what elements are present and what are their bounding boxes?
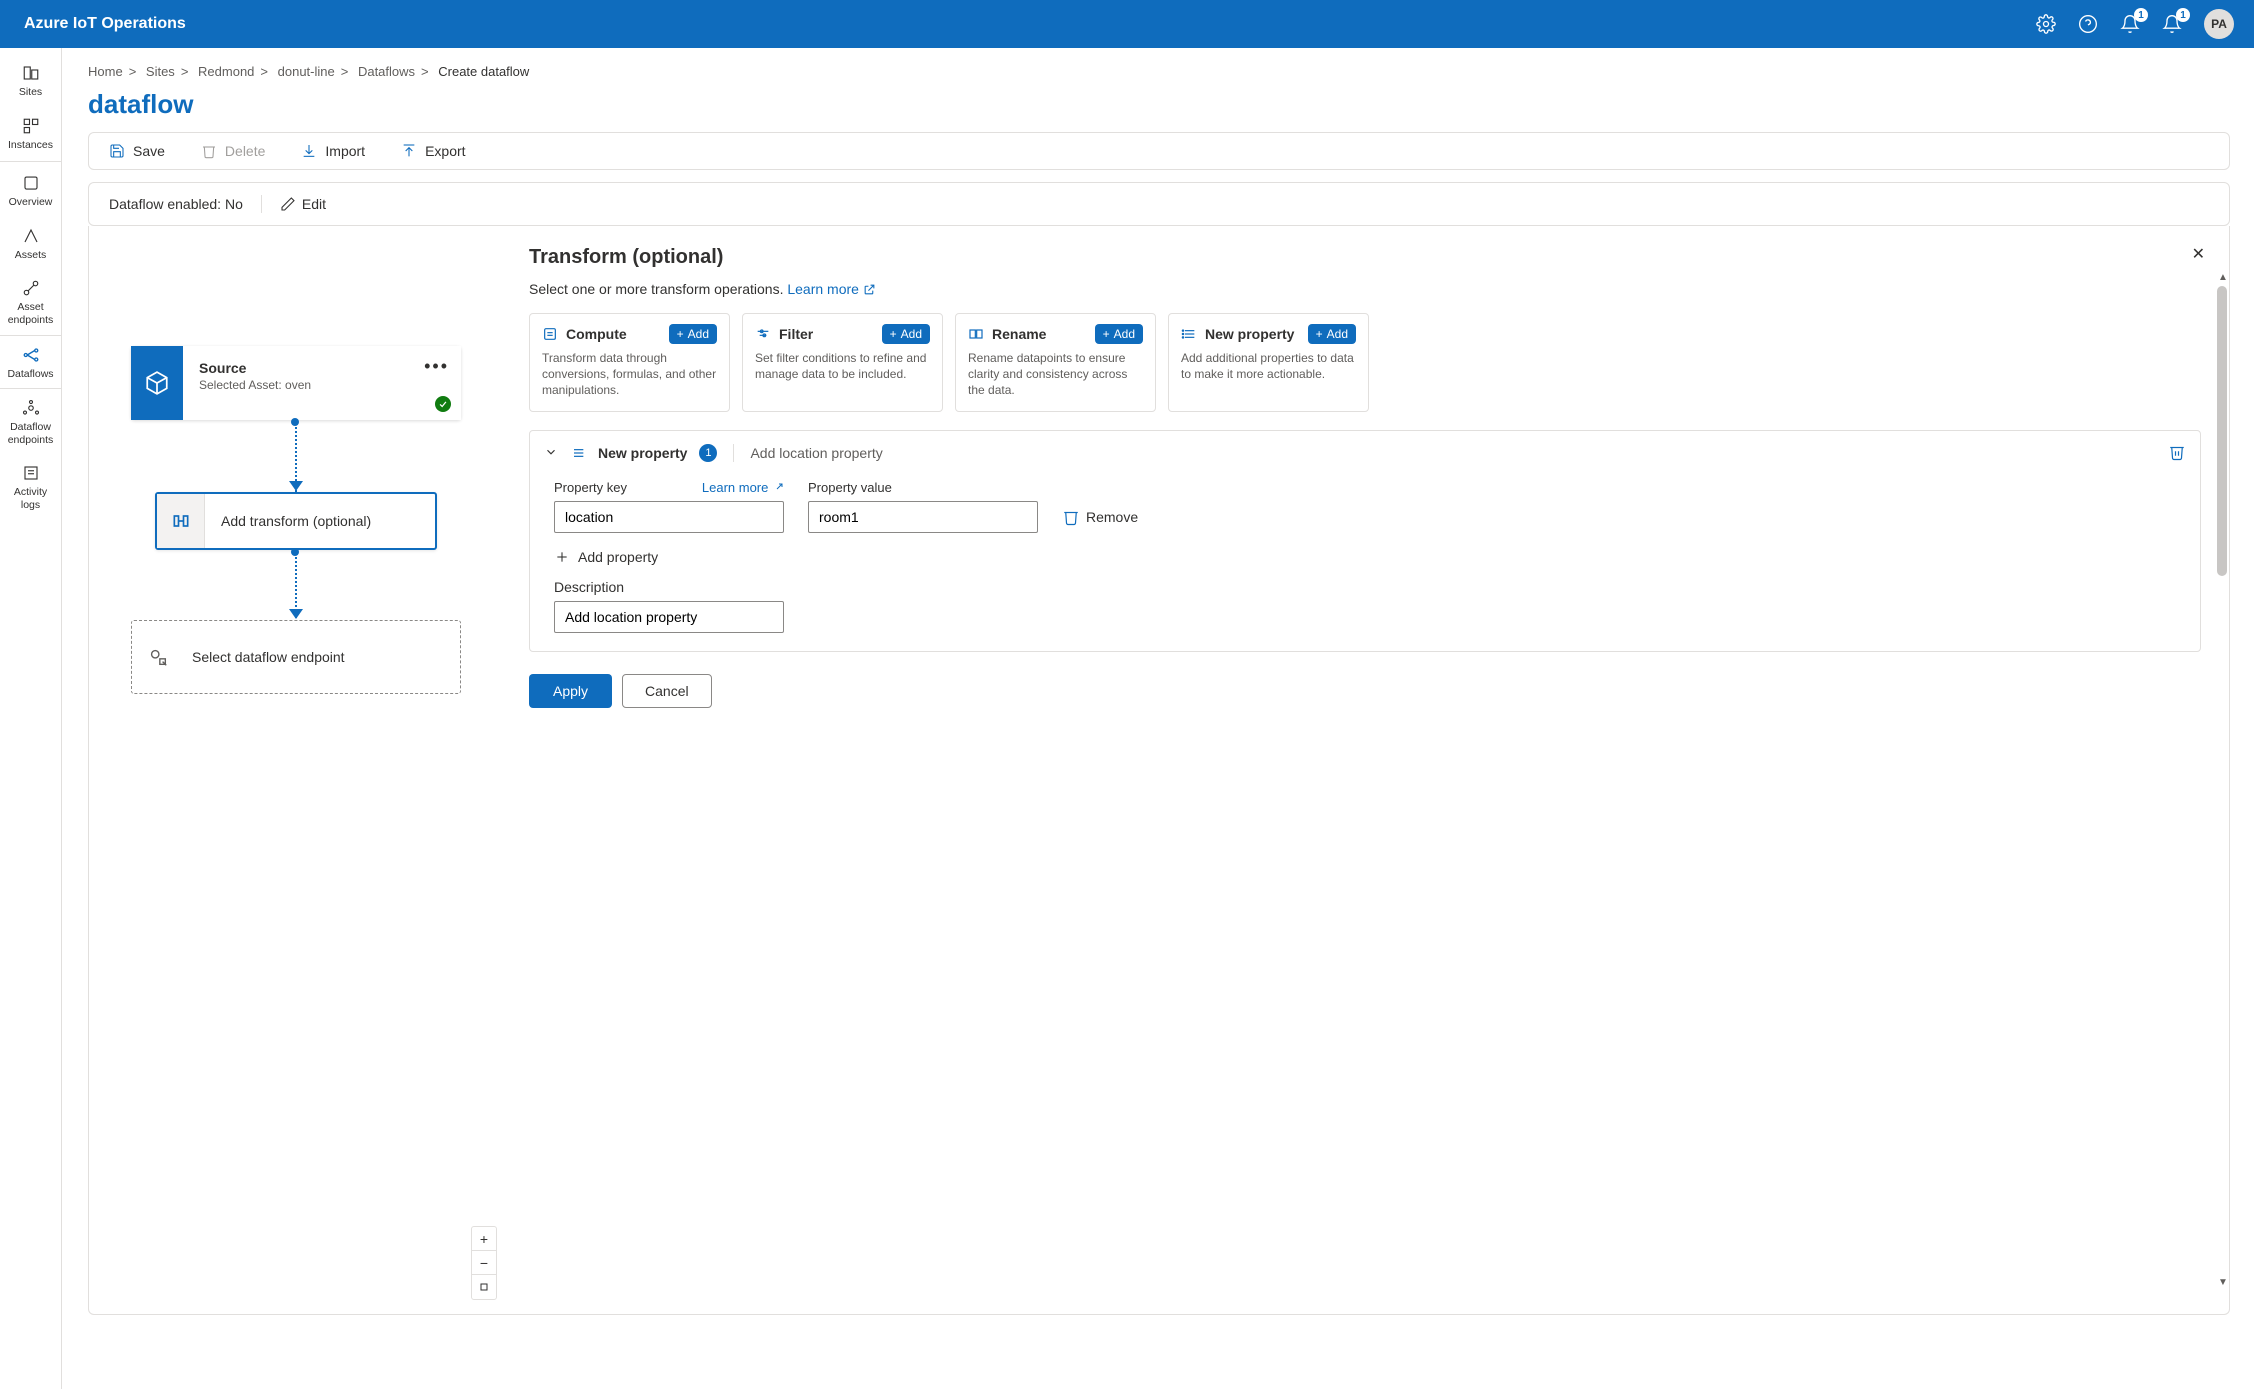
dataflow-enabled-label: Dataflow enabled: No <box>109 196 243 212</box>
crumb-home[interactable]: Home <box>88 64 123 79</box>
nav-overview[interactable]: Overview <box>0 164 61 217</box>
page-title: dataflow <box>88 89 2230 120</box>
edit-button[interactable]: Edit <box>280 196 326 212</box>
crumb-redmond[interactable]: Redmond <box>198 64 254 79</box>
nav-assets[interactable]: Assets <box>0 217 61 270</box>
add-property-button[interactable]: Add property <box>554 549 2176 565</box>
breadcrumb: Home> Sites> Redmond> donut-line> Datafl… <box>88 64 2230 79</box>
prop-key-label: Property key <box>554 480 627 495</box>
nav-dataflows[interactable]: Dataflows <box>0 335 61 390</box>
cancel-button[interactable]: Cancel <box>622 674 712 708</box>
property-section: New property 1 Add location property Pro… <box>529 430 2201 652</box>
add-filter-button[interactable]: + Add <box>882 324 930 344</box>
delete-button: Delete <box>201 143 265 159</box>
scrollbar-thumb[interactable] <box>2217 286 2227 576</box>
desc-label: Description <box>554 579 2176 595</box>
source-more-icon[interactable]: ••• <box>424 356 449 377</box>
transform-cards: Compute+ Add Transform data through conv… <box>529 313 2201 412</box>
import-button[interactable]: Import <box>301 143 365 159</box>
panel-close-icon[interactable]: ✕ <box>2192 244 2205 264</box>
delete-section-icon[interactable] <box>2168 443 2186 464</box>
export-button[interactable]: Export <box>401 143 465 159</box>
nav-asset-endpoints[interactable]: Asset endpoints <box>0 269 61 334</box>
prop-val-label: Property value <box>808 480 1038 495</box>
card-newprop: New property+ Add Add additional propert… <box>1168 313 1369 412</box>
avatar[interactable]: PA <box>2204 9 2234 39</box>
zoom-fit-button[interactable] <box>472 1275 496 1299</box>
transform-panel: Transform (optional) ✕ Select one or mor… <box>509 226 2229 1314</box>
endpoint-label: Select dataflow endpoint <box>184 649 460 665</box>
nav-instances[interactable]: Instances <box>0 107 61 160</box>
list-icon <box>570 445 586 461</box>
zoom-controls: + − <box>471 1226 497 1300</box>
property-header[interactable]: New property 1 Add location property <box>530 431 2200 476</box>
source-subtitle: Selected Asset: oven <box>199 378 445 392</box>
prop-key-input[interactable] <box>554 501 784 533</box>
topbar-icons: 1 1 PA <box>2036 9 2234 39</box>
bell-icon-1[interactable]: 1 <box>2120 14 2140 34</box>
node-source[interactable]: Source Selected Asset: oven ••• <box>131 346 461 420</box>
prop-learn-more-link[interactable]: Learn more <box>702 480 784 495</box>
card-compute: Compute+ Add Transform data through conv… <box>529 313 730 412</box>
node-transform[interactable]: Add transform (optional) <box>155 492 437 550</box>
remove-property-button[interactable]: Remove <box>1062 508 1138 533</box>
panel-title: Transform (optional) <box>529 246 2201 269</box>
source-check-icon <box>435 396 451 412</box>
prop-count-badge: 1 <box>699 444 717 462</box>
settings-icon[interactable] <box>2036 14 2056 34</box>
zoom-in-button[interactable]: + <box>472 1227 496 1251</box>
topbar: Azure IoT Operations 1 1 PA <box>0 0 2254 48</box>
add-rename-button[interactable]: + Add <box>1095 324 1143 344</box>
card-rename: Rename+ Add Rename datapoints to ensure … <box>955 313 1156 412</box>
source-title: Source <box>199 360 445 376</box>
card-filter: Filter+ Add Set filter conditions to ref… <box>742 313 943 412</box>
learn-more-link[interactable]: Learn more <box>787 281 875 297</box>
node-endpoint[interactable]: Select dataflow endpoint <box>131 620 461 694</box>
apply-button[interactable]: Apply <box>529 674 612 708</box>
nav-sites[interactable]: Sites <box>0 54 61 107</box>
bell-icon-2[interactable]: 1 <box>2162 14 2182 34</box>
content: Home> Sites> Redmond> donut-line> Datafl… <box>62 48 2254 1389</box>
zoom-out-button[interactable]: − <box>472 1251 496 1275</box>
source-cube-icon <box>131 346 183 420</box>
crumb-sites[interactable]: Sites <box>146 64 175 79</box>
help-icon[interactable] <box>2078 14 2098 34</box>
toolbar: Save Delete Import Export <box>88 132 2230 170</box>
status-bar: Dataflow enabled: No Edit <box>88 182 2230 226</box>
save-button[interactable]: Save <box>109 143 165 159</box>
main-row: Source Selected Asset: oven ••• Add tran… <box>88 226 2230 1315</box>
notification-badge-1: 1 <box>2134 8 2148 22</box>
app-title: Azure IoT Operations <box>24 15 186 33</box>
prop-val-input[interactable] <box>808 501 1038 533</box>
panel-footer: Apply Cancel <box>529 674 2201 708</box>
add-newprop-button[interactable]: + Add <box>1308 324 1356 344</box>
endpoint-icon <box>132 646 184 668</box>
prop-section-label: New property <box>598 445 687 461</box>
transform-icon <box>157 494 205 548</box>
chevron-down-icon[interactable] <box>544 445 558 462</box>
panel-subtext: Select one or more transform operations.… <box>529 281 2201 297</box>
prop-summary: Add location property <box>750 445 882 461</box>
left-nav: Sites Instances Overview Assets Asset en… <box>0 48 62 1389</box>
nav-dataflow-endpoints[interactable]: Dataflow endpoints <box>0 389 61 454</box>
add-compute-button[interactable]: + Add <box>669 324 717 344</box>
nav-activity-logs[interactable]: Activity logs <box>0 454 61 519</box>
crumb-current: Create dataflow <box>438 64 529 79</box>
crumb-dataflows[interactable]: Dataflows <box>358 64 415 79</box>
desc-input[interactable] <box>554 601 784 633</box>
transform-label: Add transform (optional) <box>205 513 435 529</box>
crumb-donutline[interactable]: donut-line <box>278 64 335 79</box>
notification-badge-2: 1 <box>2176 8 2190 22</box>
canvas: Source Selected Asset: oven ••• Add tran… <box>89 226 509 1314</box>
scrollbar[interactable]: ▲ ▼ <box>2217 286 2227 1274</box>
